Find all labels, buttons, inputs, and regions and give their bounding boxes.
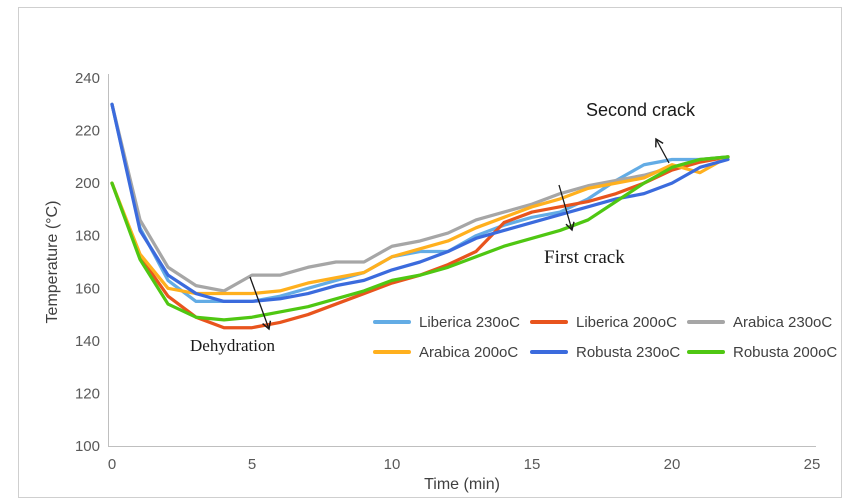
- legend-swatch-robusta-230: [530, 350, 568, 354]
- legend-label: Robusta 230oC: [576, 343, 681, 361]
- y-tick-label: 180: [75, 228, 100, 245]
- legend-label: Liberica 230oC: [419, 313, 520, 331]
- legend-item-liberica-200: Liberica 200oC: [530, 312, 677, 332]
- series-line-robusta-200oc: [110, 155, 730, 322]
- legend-label: Liberica 200oC: [576, 313, 677, 331]
- x-tick-label: 25: [804, 456, 821, 473]
- legend-swatch-liberica-200: [530, 320, 568, 324]
- legend-label: Robusta 200oC: [733, 343, 838, 361]
- legend-swatch-liberica-230: [373, 320, 411, 324]
- legend-label: Arabica 200oC: [419, 343, 519, 361]
- y-tick-label: 100: [75, 438, 100, 455]
- y-tick-label: 220: [75, 123, 100, 140]
- series-line-arabica-200oc: [110, 155, 730, 296]
- annotation-first-crack: First crack: [544, 247, 625, 268]
- y-tick-label: 160: [75, 280, 100, 297]
- legend-item-arabica-200: Arabica 200oC: [373, 342, 518, 362]
- legend-item-robusta-200: Robusta 200oC: [687, 342, 837, 362]
- series-line-arabica-230oc: [110, 102, 730, 293]
- legend-item-arabica-230: Arabica 230oC: [687, 312, 832, 332]
- y-tick-label: 240: [75, 70, 100, 87]
- legend-swatch-arabica-200: [373, 350, 411, 354]
- legend-swatch-robusta-200: [687, 350, 725, 354]
- series-line-liberica-230oc: [110, 102, 730, 304]
- y-tick-label: 120: [75, 385, 100, 402]
- x-axis-title: Time (min): [424, 476, 500, 493]
- y-tick-label: 200: [75, 175, 100, 192]
- y-axis-title: Temperature (°C): [44, 201, 61, 324]
- x-tick-label: 20: [664, 456, 681, 473]
- legend-item-liberica-230: Liberica 230oC: [373, 312, 520, 332]
- legend-label: Arabica 230oC: [733, 313, 833, 331]
- y-tick-label: 140: [75, 333, 100, 350]
- annotation-second-crack: Second crack: [586, 100, 696, 120]
- figure-border: [18, 7, 842, 498]
- x-tick-label: 5: [248, 456, 256, 473]
- legend-item-robusta-230: Robusta 230oC: [530, 342, 680, 362]
- x-tick-label: 10: [384, 456, 401, 473]
- legend-swatch-arabica-230: [687, 320, 725, 324]
- series-line-robusta-230oc: [110, 102, 730, 304]
- x-tick-label: 0: [108, 456, 116, 473]
- x-tick-label: 15: [524, 456, 541, 473]
- annotation-dehydration: Dehydration: [190, 336, 275, 355]
